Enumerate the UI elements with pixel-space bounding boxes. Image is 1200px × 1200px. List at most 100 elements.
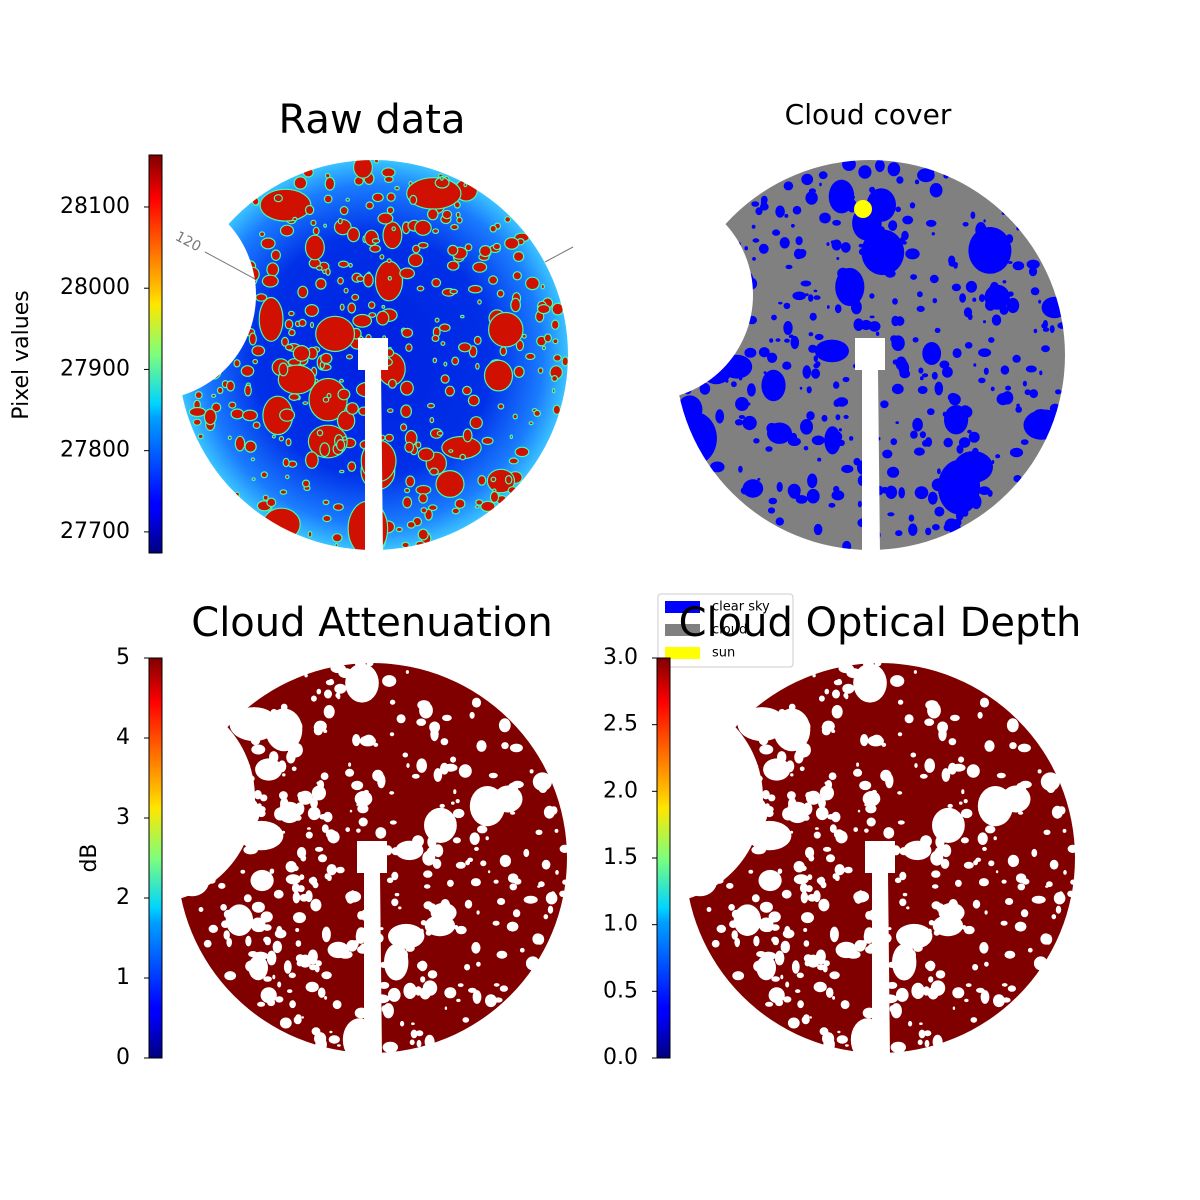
sky-blob — [304, 673, 308, 678]
sky-blob — [803, 446, 809, 451]
sky-blob — [305, 831, 313, 839]
sky-blob — [273, 194, 283, 203]
sky-blob — [856, 762, 860, 767]
sky-blob — [869, 315, 875, 319]
sky-blob — [917, 1039, 923, 1046]
sky-blob — [512, 271, 522, 281]
sky-blob — [216, 386, 224, 395]
sky-blob — [492, 242, 502, 251]
sky-blob — [871, 1025, 878, 1031]
sky-blob — [251, 901, 265, 913]
sky-blob — [469, 786, 505, 827]
sky-blob — [857, 475, 867, 486]
sky-blob — [252, 358, 259, 365]
sky-blob — [562, 879, 568, 885]
sky-blob — [1012, 354, 1021, 363]
sky-blob — [897, 732, 903, 737]
sky-blob — [790, 773, 794, 777]
sky-blob — [931, 870, 941, 878]
sky-blob — [813, 295, 821, 300]
sky-blob — [444, 987, 457, 999]
sky-blob — [460, 314, 465, 319]
sky-blob — [930, 980, 946, 996]
sky-blob — [339, 469, 345, 474]
sky-blob — [895, 206, 901, 213]
sky-blob — [819, 1027, 829, 1036]
sky-blob — [747, 277, 758, 290]
sky-blob — [813, 289, 818, 293]
sky-blob — [370, 1036, 378, 1046]
sky-blob — [489, 490, 500, 504]
sky-blob — [952, 348, 962, 358]
sky-blob — [983, 219, 986, 223]
sky-blob — [301, 479, 311, 488]
sky-blob — [547, 905, 554, 914]
sky-blob — [554, 828, 559, 833]
sky-blob — [843, 414, 849, 419]
sky-blob — [246, 834, 258, 849]
sky-blob — [244, 440, 257, 453]
legend-swatch — [665, 624, 700, 636]
sky-blob — [444, 1006, 448, 1010]
sky-blob — [440, 374, 450, 384]
sky-blob — [961, 808, 973, 819]
sky-blob — [1006, 297, 1020, 314]
sky-blob — [292, 344, 311, 362]
sky-blob — [971, 447, 979, 458]
sky-blob — [207, 877, 216, 884]
sky-blob — [840, 242, 851, 253]
sky-blob — [825, 780, 833, 790]
sky-blob — [934, 327, 941, 333]
sky-blob — [1016, 226, 1020, 231]
sky-blob — [939, 360, 950, 369]
sky-blob — [226, 272, 238, 283]
sky-blob — [332, 503, 344, 511]
colorbar-tick-label: 1.0 — [603, 912, 638, 937]
sky-blob — [415, 1030, 424, 1037]
sky-blob — [883, 827, 895, 839]
sky-blob — [272, 974, 276, 980]
sky-blob — [288, 310, 295, 317]
sky-blob — [185, 352, 190, 357]
sky-blob — [464, 243, 473, 252]
sky-blob — [820, 341, 837, 353]
sky-blob — [440, 175, 444, 181]
sky-blob — [803, 802, 813, 815]
sky-blob — [226, 937, 232, 947]
sky-blob — [301, 1016, 304, 1019]
sky-blob — [859, 780, 872, 791]
sky-blob — [405, 475, 416, 488]
sky-blob — [756, 955, 776, 981]
sky-blob — [842, 683, 855, 694]
sky-blob — [706, 907, 712, 912]
sky-blob — [853, 318, 864, 331]
sky-blob — [733, 904, 762, 936]
sky-blob — [748, 869, 754, 874]
sky-blob — [814, 333, 824, 341]
sky-blob — [910, 274, 918, 280]
sky-blob — [806, 488, 820, 504]
sky-blob — [317, 780, 325, 790]
sky-blob — [314, 720, 327, 732]
sky-blob — [891, 845, 901, 856]
sky-blob — [540, 283, 545, 290]
sky-blob — [357, 930, 363, 936]
sky-blob — [451, 801, 455, 805]
sky-blob — [746, 402, 751, 406]
sky-blob — [769, 338, 774, 343]
colorbar-tick-label: 1.5 — [603, 845, 638, 870]
sky-blob — [895, 356, 907, 371]
sky-blob — [389, 699, 396, 705]
sky-blob — [550, 319, 560, 330]
sky-blob — [1020, 439, 1029, 445]
sky-blob — [860, 940, 867, 948]
sky-blob — [758, 347, 770, 358]
sky-blob — [497, 898, 506, 905]
sky-blob — [477, 812, 487, 823]
sky-blob — [713, 791, 717, 796]
sky-blob — [424, 915, 456, 937]
sky-blob — [532, 933, 544, 945]
sky-blob — [809, 1016, 812, 1019]
sky-blob — [336, 410, 356, 432]
sky-blob — [469, 711, 475, 719]
